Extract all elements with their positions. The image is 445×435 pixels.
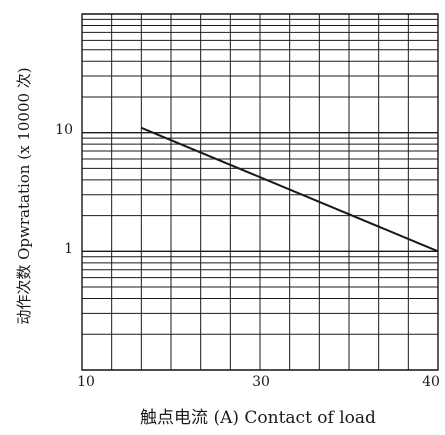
y-tick-label-10: 10 (55, 122, 73, 138)
plot-frame (81, 13, 439, 371)
y-axis-title: 动作次数 Opwratation (x 10000 次) (15, 67, 33, 324)
series-line-0 (140, 126, 439, 253)
x-tick-label-10: 10 (77, 374, 95, 390)
series (140, 126, 439, 253)
x-tick-label-40: 40 (422, 374, 440, 390)
y-tick-label-1: 1 (64, 241, 73, 257)
x-tick-label-30: 30 (252, 374, 270, 390)
x-axis-title: 触点电流 (A) Contact of load (140, 408, 376, 428)
grid (81, 13, 439, 371)
